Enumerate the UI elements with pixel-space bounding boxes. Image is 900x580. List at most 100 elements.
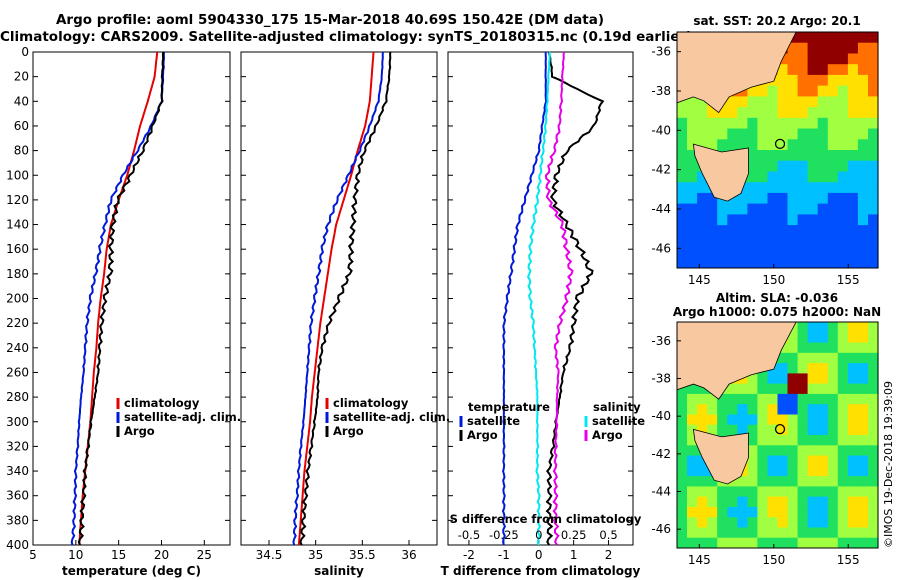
map-cell — [797, 85, 809, 97]
map-cell — [707, 527, 718, 539]
map-cell — [817, 128, 829, 140]
map-cell — [868, 64, 879, 76]
map-cell — [757, 445, 768, 457]
map-cell — [787, 383, 799, 395]
map-cell — [817, 404, 829, 415]
map-cell — [807, 139, 819, 151]
map-cell — [807, 476, 819, 487]
map-cell — [767, 383, 779, 395]
map-cell — [797, 363, 809, 374]
map-cell — [747, 383, 758, 395]
map-frame — [676, 321, 879, 549]
map-cell — [837, 404, 849, 415]
map-cell — [737, 486, 748, 498]
map-cell — [847, 527, 859, 539]
map-cell — [747, 160, 758, 172]
map-cell — [817, 352, 829, 364]
map-cell — [727, 486, 738, 498]
map-cell — [687, 107, 698, 119]
map-cell — [767, 85, 779, 97]
map-y-tick-label: -46 — [651, 241, 671, 255]
x-tick-label: 25 — [197, 548, 212, 562]
map-y-tick-label: -44 — [651, 485, 671, 499]
map-cell — [747, 225, 758, 237]
map-cell — [697, 537, 708, 549]
map-cell — [787, 455, 799, 467]
map-cell — [837, 128, 849, 140]
map-cell — [677, 517, 688, 528]
map-cell — [747, 373, 758, 385]
map-cell — [777, 171, 789, 183]
map-cell — [797, 257, 809, 269]
map-cell — [717, 537, 728, 549]
map-cell — [707, 537, 718, 549]
map-cell — [797, 32, 809, 44]
map-cell — [847, 85, 859, 97]
map-cell — [807, 517, 819, 528]
map-cell — [827, 171, 839, 183]
map-cell — [717, 107, 728, 119]
map-cell — [687, 486, 698, 498]
map-cell — [757, 96, 768, 108]
map-cell — [847, 225, 859, 237]
map-cell — [737, 496, 748, 508]
x-tick-label: 34.5 — [256, 548, 283, 562]
map-cell — [868, 257, 879, 269]
map-cell — [857, 496, 869, 508]
map-cell — [868, 476, 879, 487]
map-cell — [827, 363, 839, 374]
map-cell — [847, 257, 859, 269]
map-cell — [727, 139, 738, 151]
map-cell — [687, 465, 698, 477]
map-cell — [807, 171, 819, 183]
map-cell — [857, 42, 869, 54]
map-cell — [857, 383, 869, 395]
map-cell — [857, 32, 869, 44]
map-cell — [737, 393, 748, 405]
map-cell — [767, 160, 779, 172]
map-cell — [847, 517, 859, 528]
map-cell — [677, 117, 688, 129]
map-cell — [677, 455, 688, 467]
map-cell — [757, 192, 768, 205]
map-x-tick-label: 145 — [688, 273, 711, 287]
map-cell — [787, 435, 799, 446]
map-cell — [847, 107, 859, 119]
map-cell — [727, 404, 738, 415]
map-cell — [817, 537, 829, 549]
map-cell — [677, 435, 688, 446]
map-cell — [747, 171, 758, 183]
map-cell — [747, 465, 758, 477]
map-cell — [737, 527, 748, 539]
map-cell — [837, 527, 849, 539]
imos-watermark: ©IMOS 19-Dec-2018 19:39:09 — [882, 381, 895, 548]
y-tick-label: 180 — [6, 267, 29, 281]
map-cell — [857, 214, 869, 226]
map-cell — [747, 455, 758, 467]
map-cell — [868, 225, 879, 237]
map-cell — [727, 414, 738, 426]
map-cell — [777, 203, 789, 215]
map-cell — [807, 465, 819, 477]
map-cell — [837, 139, 849, 151]
map-cell — [727, 537, 738, 549]
map-cell — [817, 496, 829, 508]
map-cell — [827, 150, 839, 162]
y-tick-label: 300 — [6, 415, 29, 429]
map-cell — [797, 373, 809, 385]
map-cell — [857, 404, 869, 415]
map-cell — [847, 182, 859, 194]
map-cell — [787, 363, 799, 374]
map-cell — [807, 455, 819, 467]
x-axis-label: temperature (deg C) — [62, 564, 201, 578]
map-cell — [857, 393, 869, 405]
map-cell — [868, 182, 879, 194]
map-cell — [717, 517, 728, 528]
map-cell — [687, 404, 698, 415]
map-cell — [817, 171, 829, 183]
map-cell — [777, 257, 789, 269]
map-cell — [807, 192, 819, 205]
map-cell — [767, 496, 779, 508]
map-cell — [837, 117, 849, 129]
map-cell — [717, 128, 728, 140]
